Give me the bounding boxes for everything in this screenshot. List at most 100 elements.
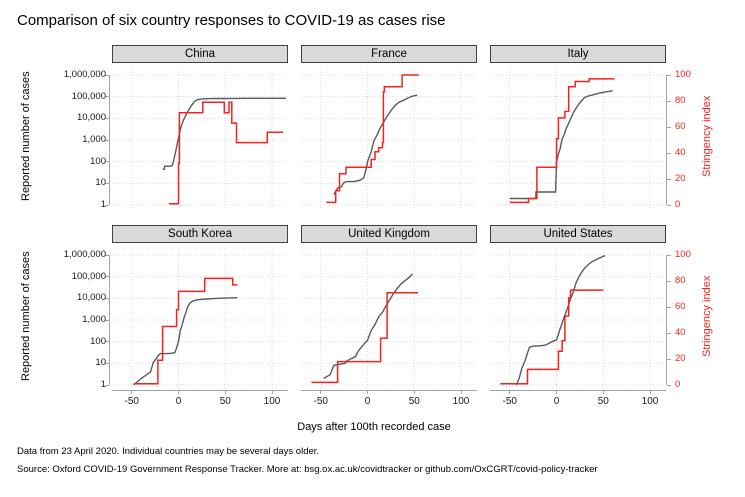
y-left-tick (105, 182, 109, 184)
x-axis-tick (224, 390, 226, 394)
y-left-tick (105, 74, 109, 76)
facet-panel-south-korea (112, 243, 288, 389)
x-axis-tick-label: 0 (175, 396, 182, 407)
facet-strip-france: France (301, 45, 477, 63)
y-right-tick-label: 20 (675, 353, 686, 364)
x-axis-tick (367, 390, 368, 394)
cases-line-south-korea (133, 297, 238, 386)
y-left-tick (105, 319, 109, 321)
y-right-tick (667, 74, 671, 76)
stringency-line-france (326, 74, 419, 204)
y-left-axis-title: Reported number of cases (20, 71, 32, 201)
x-axis-tick-label: 100 (263, 396, 281, 407)
y-left-tick-label: 10 (95, 357, 106, 369)
y-right-axis-title: Stringency index (701, 95, 713, 177)
y-right-tick (667, 332, 671, 334)
facet-strip-united-states: United States (490, 225, 666, 243)
y-left-tick-label: 1,000,000 (63, 249, 106, 260)
y-right-tick-label: 80 (675, 275, 686, 286)
x-axis-line (112, 390, 288, 391)
y-left-tick-label: 10,000 (76, 292, 106, 304)
facet-panel-france (301, 63, 477, 209)
y-right-tick (667, 204, 671, 206)
y-left-tick-label: 100,000 (71, 90, 106, 102)
y-left-tick (105, 117, 109, 119)
facet-plot-united-kingdom (302, 249, 476, 388)
cases-line-united-kingdom (323, 273, 413, 380)
y-right-tick (667, 280, 671, 282)
x-axis-tick-label: -50 (313, 396, 328, 407)
y-right-tick (667, 178, 671, 180)
y-left-tick-label: 1,000 (82, 314, 106, 325)
y-left-tick-label: 1 (100, 379, 106, 390)
x-axis-tick (271, 390, 273, 394)
y-right-tick-label: 0 (675, 199, 681, 210)
chart-title: Comparison of six country responses to C… (17, 12, 446, 29)
facet-plot-italy (491, 69, 665, 208)
x-axis-tick (556, 390, 557, 394)
x-axis-tick-label: 0 (553, 396, 560, 407)
x-axis-tick-label: 0 (364, 396, 371, 407)
y-right-tick (667, 358, 671, 360)
x-axis-tick-label: 50 (597, 396, 609, 407)
y-left-tick (105, 161, 109, 163)
facet-strip-italy: Italy (490, 45, 666, 63)
x-axis-line (490, 390, 666, 391)
y-right-tick (667, 384, 671, 386)
x-axis-tick-label: 50 (408, 396, 420, 407)
y-right-tick-label: 0 (675, 379, 681, 390)
cases-line-china (162, 97, 286, 170)
y-right-tick (667, 126, 671, 128)
stringency-line-italy (509, 78, 615, 204)
y-left-axis-line (109, 255, 110, 385)
y-left-tick-label: 1 (100, 199, 106, 210)
facet-panel-china (112, 63, 288, 209)
y-right-tick-label: 40 (675, 327, 686, 338)
stringency-line-united-kingdom (311, 291, 418, 384)
x-axis-title: Days after 100th recorded case (297, 421, 451, 433)
y-left-tick (105, 384, 109, 386)
caption-data-note: Data from 23 April 2020. Individual coun… (17, 446, 320, 457)
cases-line-italy (509, 90, 613, 200)
y-right-axis-line (666, 255, 667, 385)
x-axis-tick (460, 390, 462, 394)
x-axis-line (301, 390, 477, 391)
y-right-tick (667, 306, 671, 308)
x-axis-tick (509, 390, 511, 394)
x-axis-tick (320, 390, 322, 394)
y-left-tick-label: 1,000 (82, 134, 106, 145)
stringency-line-united-states (500, 289, 604, 385)
y-left-tick (105, 96, 109, 98)
facet-panel-united-states (490, 243, 666, 389)
y-right-tick (667, 152, 671, 154)
y-left-tick-label: 100 (90, 155, 106, 167)
y-right-tick-label: 60 (675, 301, 686, 312)
stringency-line-south-korea (133, 277, 238, 385)
cases-line-france (333, 94, 418, 196)
y-left-tick-label: 1,000,000 (63, 69, 106, 80)
y-left-tick-label: 100 (90, 335, 106, 347)
y-right-tick-label: 100 (675, 249, 691, 260)
cases-line-united-states (515, 254, 606, 386)
x-axis-tick-label: 100 (452, 396, 470, 407)
y-left-tick (105, 139, 109, 141)
x-axis-tick-label: -50 (502, 396, 517, 407)
y-right-tick-label: 60 (675, 121, 686, 132)
caption-source: Source: Oxford COVID-19 Government Respo… (17, 464, 598, 475)
facet-panel-italy (490, 63, 666, 209)
x-axis-tick (649, 390, 651, 394)
y-left-tick (105, 276, 109, 278)
y-right-tick-label: 100 (675, 69, 691, 80)
y-right-tick-label: 40 (675, 147, 686, 158)
stringency-line-china (169, 101, 284, 205)
y-right-tick (667, 254, 671, 256)
x-axis-tick (178, 390, 179, 394)
x-axis-tick (131, 390, 133, 394)
y-left-tick (105, 362, 109, 364)
x-axis-tick (413, 390, 415, 394)
y-left-axis-title: Reported number of cases (20, 251, 32, 381)
y-right-axis-line (666, 75, 667, 205)
y-right-axis-title: Stringency index (701, 275, 713, 357)
y-left-tick (105, 254, 109, 256)
